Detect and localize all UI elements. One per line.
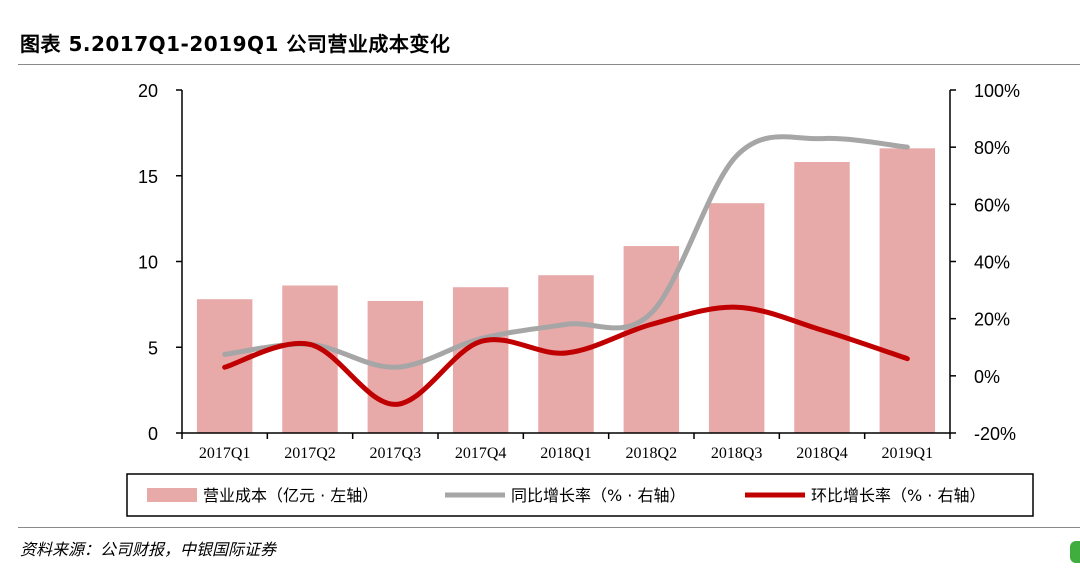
right-tick-label: 100% xyxy=(974,81,1020,101)
right-tick-label: 80% xyxy=(974,138,1010,158)
source-note: 资料来源：公司财报，中银国际证券 xyxy=(20,540,277,559)
axes: 0 5 10 15 20 -20% 0% 20% 40% 60% 80% 100% 2017Q1 2017… xyxy=(138,81,1020,462)
x-tick-label: 2017Q4 xyxy=(455,445,507,462)
bar-2019Q1 xyxy=(879,148,936,433)
x-tick-label: 2017Q3 xyxy=(370,445,422,462)
bar-2018Q2 xyxy=(623,246,680,433)
bar-series xyxy=(196,148,936,433)
bar-2018Q4 xyxy=(794,162,850,433)
left-tick-label: 10 xyxy=(138,253,158,273)
left-tick-label: 15 xyxy=(138,167,158,187)
x-tick-label: 2018Q2 xyxy=(626,445,678,462)
x-tick-label: 2017Q2 xyxy=(284,445,336,462)
x-tick-label: 2018Q1 xyxy=(540,445,592,462)
source-divider xyxy=(18,527,1080,528)
legend-box xyxy=(126,473,1034,517)
title-divider xyxy=(18,64,1080,65)
right-tick-label: 0% xyxy=(974,367,1000,387)
x-tick-label: 2018Q3 xyxy=(711,445,763,462)
legend: 营业成本（亿元 · 左轴） 同比增长率（% · 右轴） 环比增长率（% · 右轴） xyxy=(126,473,1034,517)
x-tick-label: 2018Q4 xyxy=(796,445,848,462)
bar-2017Q4 xyxy=(452,287,509,433)
left-tick-label: 5 xyxy=(148,338,158,358)
right-tick-label: -20% xyxy=(974,424,1016,444)
right-tick-label: 20% xyxy=(974,310,1010,330)
x-tick-label: 2017Q1 xyxy=(199,445,251,462)
bar-2017Q2 xyxy=(282,285,338,433)
left-tick-label: 20 xyxy=(138,81,158,101)
legend-label-1: 营业成本（亿元 · 左轴） xyxy=(203,486,378,505)
legend-label-3: 环比增长率（% · 右轴） xyxy=(811,486,985,505)
chart-title: 图表 5.2017Q1-2019Q1 公司营业成本变化 xyxy=(20,32,451,56)
x-tick-label: 2019Q1 xyxy=(882,445,934,462)
corner-logo xyxy=(1070,541,1080,563)
right-tick-label: 60% xyxy=(974,195,1010,215)
left-tick-label: 0 xyxy=(148,424,158,444)
yoy-growth-line xyxy=(222,134,910,370)
qoq-growth-line xyxy=(222,304,910,407)
right-tick-label: 40% xyxy=(974,253,1010,273)
legend-swatch-bar xyxy=(147,488,197,502)
legend-label-2: 同比增长率（% · 右轴） xyxy=(511,486,685,505)
bar-2018Q3 xyxy=(708,203,765,433)
line-series xyxy=(222,134,910,407)
